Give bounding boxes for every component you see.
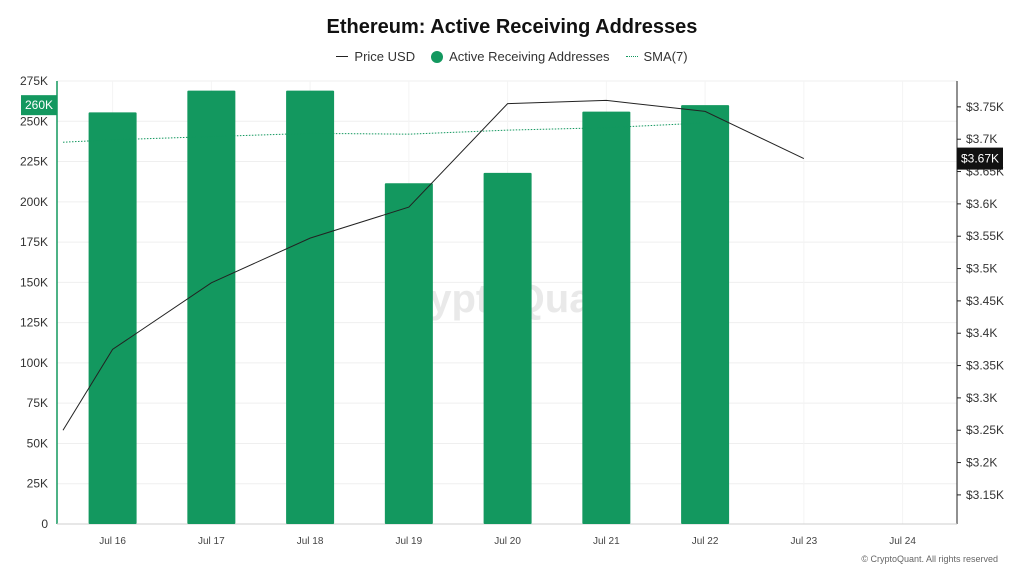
price-line xyxy=(62,99,805,431)
y-right-tick-label: $3.2K xyxy=(966,456,997,470)
legend-label-active-addresses: Active Receiving Addresses xyxy=(449,49,610,64)
bar-active-receiving-addresses xyxy=(187,90,236,524)
x-tick-label: Jul 17 xyxy=(198,536,225,547)
x-tick-label: Jul 21 xyxy=(593,536,620,547)
y-left-tick-label: 100K xyxy=(20,356,48,370)
y-left-tick-label: 0 xyxy=(41,517,48,531)
chart-legend: Price USD Active Receiving Addresses SMA… xyxy=(0,49,1024,64)
y-left-tick-label: 25K xyxy=(27,477,48,491)
y-right-tick-label: $3.75K xyxy=(966,100,1004,114)
x-tick-label: Jul 24 xyxy=(889,536,916,547)
legend-label-sma: SMA(7) xyxy=(643,49,688,64)
legend-item-price[interactable]: Price USD xyxy=(336,49,415,64)
bar-active-receiving-addresses xyxy=(384,183,433,524)
y-left-tick-label: 75K xyxy=(27,396,48,410)
y-right-tick-label: $3.15K xyxy=(966,488,1004,502)
y-left-tick-label: 200K xyxy=(20,195,48,209)
y-right-tick-label: $3.45K xyxy=(966,294,1004,308)
bar-active-receiving-addresses xyxy=(582,111,631,524)
bar-active-receiving-addresses xyxy=(88,112,137,525)
x-tick-label: Jul 23 xyxy=(791,536,818,547)
y-right-tick-label: $3.55K xyxy=(966,229,1004,243)
x-tick-label: Jul 22 xyxy=(692,536,719,547)
y-right-tick-label: $3.3K xyxy=(966,391,997,405)
y-left-tick-label: 275K xyxy=(20,74,48,88)
current-value-right-text: $3.67K xyxy=(961,152,999,166)
legend-item-active-addresses[interactable]: Active Receiving Addresses xyxy=(431,49,610,64)
y-right-tick-label: $3.4K xyxy=(966,326,997,340)
y-left-tick-label: 50K xyxy=(27,436,48,450)
bar-active-receiving-addresses xyxy=(681,105,730,524)
y-left-tick-label: 225K xyxy=(20,155,48,169)
sma-dotted-swatch xyxy=(625,56,638,57)
x-tick-label: Jul 19 xyxy=(396,536,423,547)
bar-active-receiving-addresses xyxy=(483,172,532,524)
y-right-tick-label: $3.5K xyxy=(966,262,997,276)
y-right-tick-label: $3.6K xyxy=(966,197,997,211)
x-tick-label: Jul 20 xyxy=(494,536,521,547)
current-value-left-badge xyxy=(21,95,57,116)
price-line-swatch xyxy=(336,56,349,57)
bar-dot-swatch xyxy=(431,50,444,63)
current-value-left-text: 260K xyxy=(25,98,53,112)
chart-title: Ethereum: Active Receiving Addresses xyxy=(326,16,698,38)
y-right-tick-label: $3.25K xyxy=(966,423,1004,437)
copyright-footer: © CryptoQuant. All rights reserved xyxy=(861,554,998,564)
x-tick-label: Jul 18 xyxy=(297,536,324,547)
y-left-tick-label: 250K xyxy=(20,114,48,128)
legend-item-sma[interactable]: SMA(7) xyxy=(625,49,688,64)
x-tick-label: Jul 16 xyxy=(99,536,126,547)
bar-active-receiving-addresses xyxy=(286,90,335,524)
y-left-tick-label: 150K xyxy=(20,275,48,289)
y-right-tick-label: $3.35K xyxy=(966,359,1004,373)
sma-line xyxy=(62,122,706,143)
y-left-tick-label: 125K xyxy=(20,316,48,330)
current-value-right-badge xyxy=(957,147,1003,170)
y-left-tick-label: 175K xyxy=(20,235,48,249)
y-right-tick-label: $3.7K xyxy=(966,132,997,146)
legend-label-price: Price USD xyxy=(354,49,416,64)
